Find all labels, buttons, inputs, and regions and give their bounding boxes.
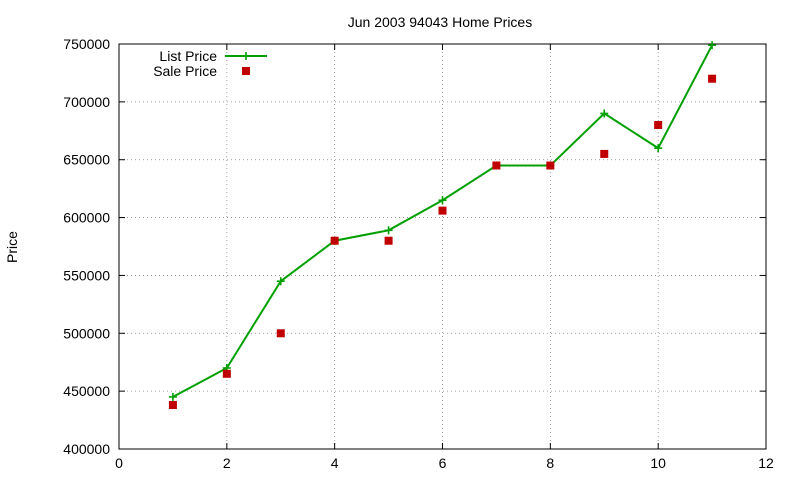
sale-price-point bbox=[276, 329, 285, 338]
y-axis-label: Price bbox=[4, 231, 20, 263]
sale-price-point bbox=[242, 67, 250, 75]
list-price-point bbox=[708, 41, 717, 50]
sale-price-point bbox=[438, 206, 447, 215]
list-price-point bbox=[438, 196, 447, 205]
y-tick-label: 400000 bbox=[63, 441, 110, 457]
legend-label-list-price: List Price bbox=[159, 48, 217, 64]
x-tick-label: 10 bbox=[650, 455, 666, 471]
list-price-point bbox=[654, 144, 663, 153]
list-price-point bbox=[168, 392, 177, 401]
x-tick-label: 8 bbox=[546, 455, 554, 471]
chart-title: Jun 2003 94043 Home Prices bbox=[348, 14, 532, 30]
grid-lines bbox=[119, 44, 766, 449]
sale-price-point bbox=[546, 161, 555, 170]
y-tick-label: 650000 bbox=[63, 152, 110, 168]
sale-price-point bbox=[330, 236, 339, 245]
x-tick-label: 4 bbox=[331, 455, 339, 471]
y-tick-label: 450000 bbox=[63, 383, 110, 399]
plot-area-border bbox=[118, 43, 767, 450]
x-tick-label: 12 bbox=[758, 455, 774, 471]
legend-label-sale-price: Sale Price bbox=[153, 63, 217, 79]
sale-price-point bbox=[222, 369, 231, 378]
sale-price-point bbox=[384, 236, 393, 245]
list-price-point bbox=[600, 109, 609, 118]
y-tick-label: 550000 bbox=[63, 267, 110, 283]
series-layer bbox=[168, 41, 717, 410]
sale-price-point bbox=[600, 149, 609, 158]
list-price-point bbox=[384, 226, 393, 235]
y-tick-label: 750000 bbox=[63, 36, 110, 52]
list-price-point bbox=[276, 277, 285, 286]
y-tick-label: 500000 bbox=[63, 325, 110, 341]
x-tick-label: 6 bbox=[439, 455, 447, 471]
sale-price-point bbox=[168, 401, 177, 410]
x-tick-label: 0 bbox=[115, 455, 123, 471]
list-price-point bbox=[242, 52, 250, 60]
sale-price-point bbox=[708, 74, 717, 83]
y-tick-label: 700000 bbox=[63, 94, 110, 110]
x-tick-label: 2 bbox=[223, 455, 231, 471]
axis-ticks: 0 2 4 6 8 10 12 400000 450000 500000 550000 600000 6… bbox=[63, 36, 774, 471]
y-tick-label: 600000 bbox=[63, 210, 110, 226]
sale-price-point bbox=[654, 121, 663, 129]
sale-price-point bbox=[492, 161, 501, 170]
